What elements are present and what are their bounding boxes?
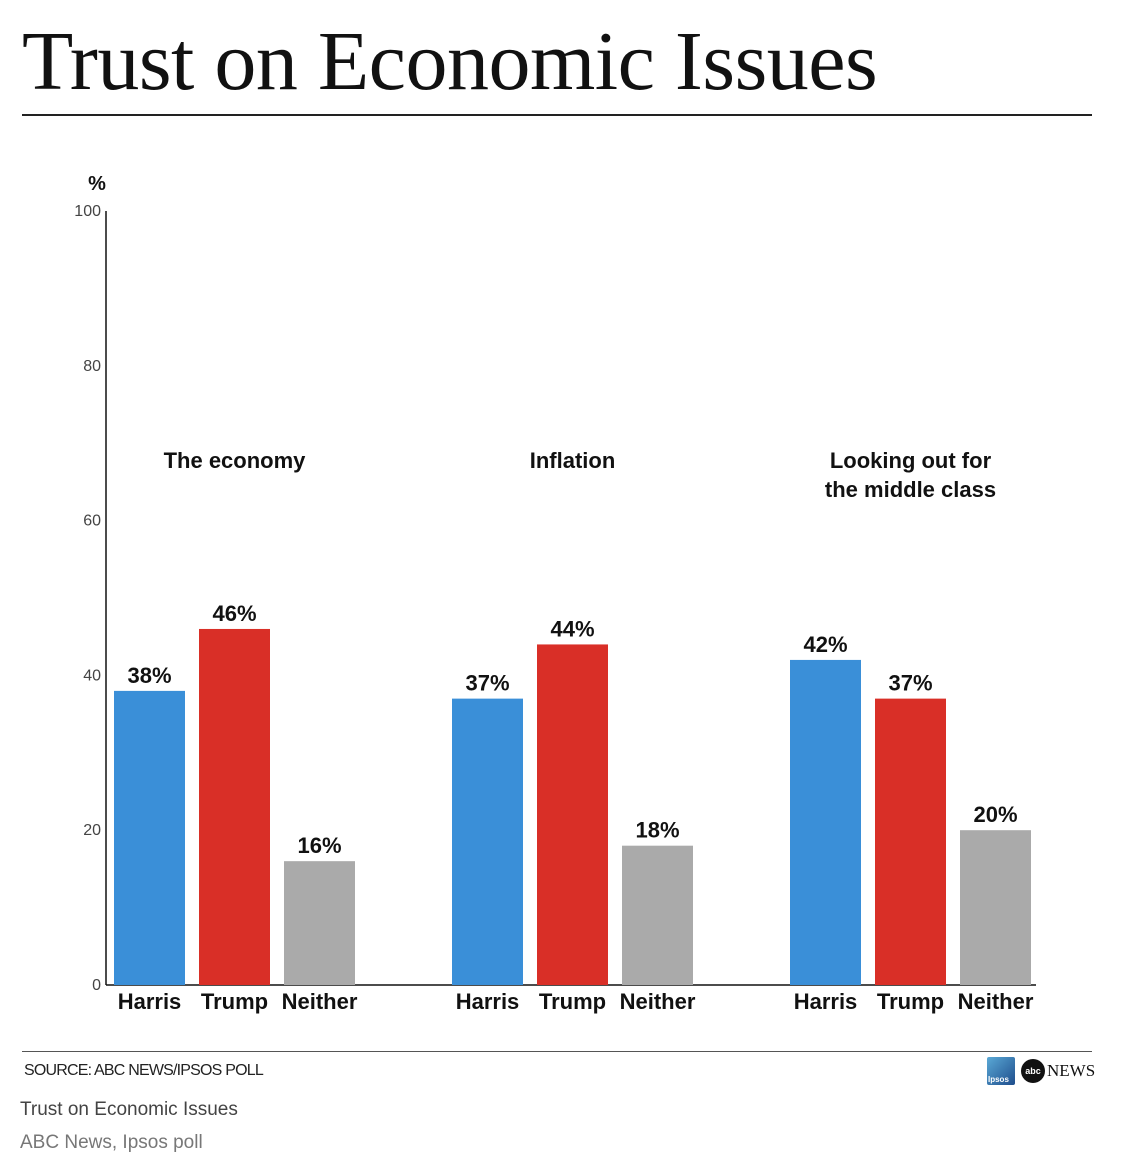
y-tick-label: 100 xyxy=(74,203,101,220)
x-category-label: Neither xyxy=(620,989,696,1014)
bar-value-label: 18% xyxy=(635,818,679,843)
x-category-label: Harris xyxy=(118,989,182,1014)
news-wordmark: NEWS xyxy=(1047,1061,1096,1080)
y-tick-label: 20 xyxy=(83,822,101,839)
title-divider xyxy=(22,114,1092,116)
chart-title: Trust on Economic Issues xyxy=(22,15,878,108)
ipsos-logo: Ipsos xyxy=(987,1057,1015,1085)
y-axis-unit-label: % xyxy=(88,173,106,195)
bar-value-label: 37% xyxy=(888,671,932,696)
x-category-label: Harris xyxy=(456,989,520,1014)
source-note: SOURCE: ABC NEWS/IPSOS POLL xyxy=(24,1062,264,1079)
bar-neither xyxy=(622,845,693,985)
y-tick-label: 80 xyxy=(83,358,101,375)
x-category-label: Harris xyxy=(794,989,858,1014)
footer-divider xyxy=(22,1051,1092,1052)
bar-harris xyxy=(114,690,185,985)
caption-title: Trust on Economic Issues xyxy=(20,1099,238,1120)
logo-group: Ipsos abc NEWS xyxy=(987,1057,1095,1085)
x-category-label: Trump xyxy=(201,989,268,1014)
group-title: the middle class xyxy=(825,477,996,502)
bar-value-label: 44% xyxy=(550,616,594,641)
abc-logo: abc xyxy=(1021,1059,1045,1083)
bar-value-label: 16% xyxy=(297,833,341,858)
y-tick-label: 60 xyxy=(83,513,101,530)
bar-value-label: 42% xyxy=(803,632,847,657)
group-title: The economy xyxy=(164,448,307,473)
bar-value-label: 38% xyxy=(127,663,171,688)
x-category-label: Trump xyxy=(877,989,944,1014)
y-tick-label: 40 xyxy=(83,667,101,684)
bar-harris xyxy=(790,659,861,985)
bar-neither xyxy=(284,861,355,985)
bar-value-label: 46% xyxy=(212,601,256,626)
group-title: Looking out for xyxy=(830,448,992,473)
bar-trump xyxy=(537,644,608,985)
y-tick-label: 0 xyxy=(92,977,101,994)
bar-trump xyxy=(875,698,946,985)
bar-trump xyxy=(199,628,270,985)
group-title: Inflation xyxy=(530,448,616,473)
x-category-label: Trump xyxy=(539,989,606,1014)
bar-harris xyxy=(452,698,523,985)
bar-value-label: 37% xyxy=(465,671,509,696)
bar-chart: % 0 20 40 60 80 100 The economy 38% Harris 46% Trum… xyxy=(74,173,1036,1014)
x-category-label: Neither xyxy=(958,989,1034,1014)
bar-value-label: 20% xyxy=(973,802,1017,827)
bar-neither xyxy=(960,830,1031,985)
x-category-label: Neither xyxy=(282,989,358,1014)
caption-credit: ABC News, Ipsos poll xyxy=(20,1132,203,1153)
